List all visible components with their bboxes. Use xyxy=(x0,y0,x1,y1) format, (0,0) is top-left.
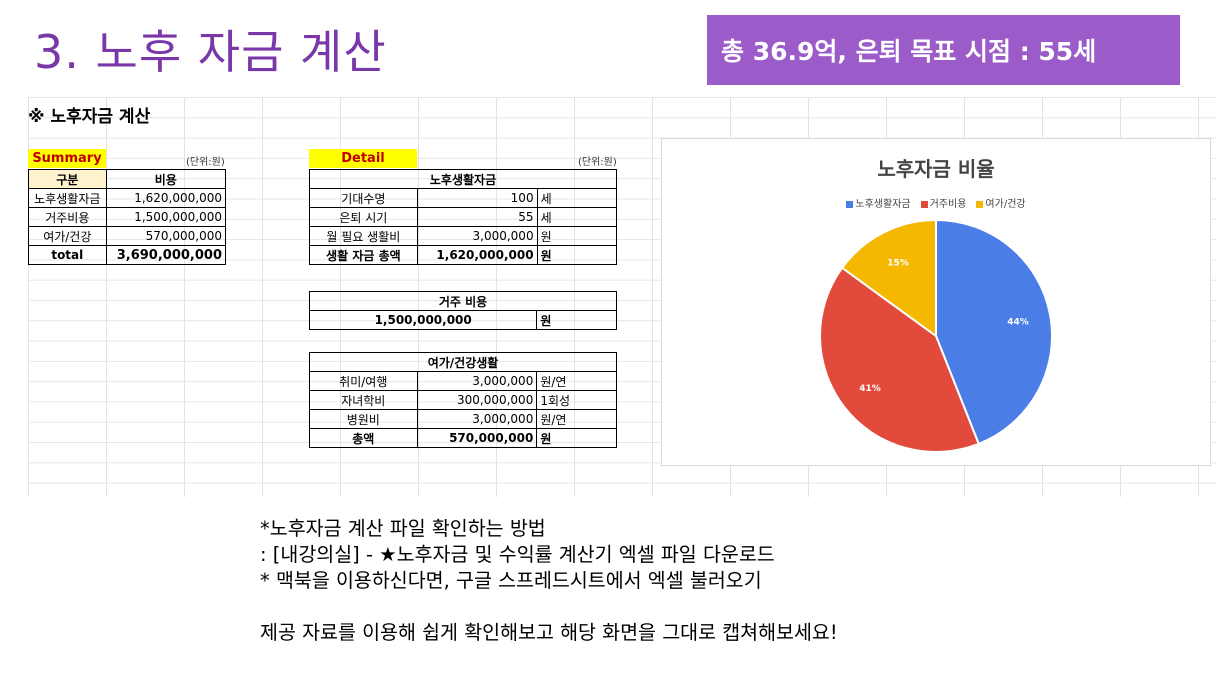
table-cell: 300,000,000 xyxy=(416,390,538,410)
chart-title: 노후자금 비율 xyxy=(877,157,995,181)
table-cell: 월 필요 생활비 xyxy=(309,226,418,246)
pie-data-label-0: 44% xyxy=(1007,317,1029,327)
summary-table: 구분 비용 노후생활자금 1,620,000,000 거주비용 1,500,00… xyxy=(28,169,227,265)
table-cell: 자녀학비 xyxy=(309,390,418,410)
table-row: 병원비 3,000,000 원/연 xyxy=(309,409,617,429)
summary-unit: (단위:원) xyxy=(186,157,225,168)
table-cell: 총액 xyxy=(309,428,418,448)
pie-slice-2[interactable] xyxy=(840,218,937,338)
table-row: 자녀학비 300,000,000 1회성 xyxy=(309,390,617,410)
table-cell: 원/연 xyxy=(536,371,617,391)
note-line: : [내강의실] - ★노후자금 및 수익률 계산기 엑셀 파일 다운로드 xyxy=(260,543,775,566)
legend-item: 거주비용 xyxy=(920,195,967,210)
table-cell: 1,500,000,000 xyxy=(308,310,538,330)
table-row: 총액 570,000,000 원 xyxy=(309,428,617,448)
table-row: 노후생활자금 1,620,000,000 xyxy=(28,188,227,208)
sheet-heading: ※ 노후자금 계산 xyxy=(28,107,151,127)
legend-swatch-0 xyxy=(846,200,854,208)
legend-swatch-2 xyxy=(976,200,984,208)
table-row: 여가/건강 570,000,000 xyxy=(28,226,227,246)
table-row: 취미/여행 3,000,000 원/연 xyxy=(309,371,617,391)
table-cell: 노후생활자금 xyxy=(28,188,107,208)
table-header-cell: 구분 xyxy=(28,169,107,189)
table-row: 노후생활자금 xyxy=(309,169,617,189)
table-cell: 1회성 xyxy=(536,390,617,410)
pie-slice-0[interactable] xyxy=(935,218,1053,446)
table-cell: 1,620,000,000 xyxy=(105,188,227,208)
slide-title: 3. 노후 자금 계산 xyxy=(34,25,387,79)
chart-legend: 노후생활자금 거주비용 여가/건강 xyxy=(662,195,1210,210)
legend-swatch-1 xyxy=(920,200,928,208)
table-row: 기대수명 100 세 xyxy=(309,188,618,208)
table-row: total 3,690,000,000 xyxy=(28,245,227,265)
legend-label: 거주비용 xyxy=(929,199,967,210)
instructions-text: *노후자금 계산 파일 확인하는 방법 : [내강의실] - ★노후자금 및 수… xyxy=(260,516,838,646)
table-title-cell: 노후생활자금 xyxy=(309,169,617,189)
table-cell: 3,000,000 xyxy=(416,226,538,246)
summary-banner: 총 36.9억, 은퇴 목표 시점 : 55세 xyxy=(707,15,1180,85)
table-cell: total xyxy=(28,245,107,265)
table-row: 구분 비용 xyxy=(28,169,227,189)
table-title-cell: 거주 비용 xyxy=(309,291,617,311)
table-row: 여가/건강생활 xyxy=(309,352,617,372)
pie-slice-1[interactable] xyxy=(819,266,981,453)
legend-item: 여가/건강 xyxy=(976,195,1026,210)
table-cell: 570,000,000 xyxy=(105,226,227,246)
table-cell: 세 xyxy=(536,188,618,208)
table-cell: 생활 자금 총액 xyxy=(309,245,418,265)
table-cell: 570,000,000 xyxy=(416,428,538,448)
legend-item: 노후생활자금 xyxy=(846,195,911,210)
table-cell: 3,000,000 xyxy=(416,371,538,391)
table-cell: 취미/여행 xyxy=(309,371,418,391)
summary-label: Summary xyxy=(28,149,106,168)
living-fund-table: 노후생활자금 기대수명 100 세 은퇴 시기 55 세 월 필요 생활비 3,… xyxy=(309,169,618,265)
pie-plot-area: 44% 41% 15% xyxy=(819,218,1053,453)
note-line xyxy=(260,594,838,620)
table-cell: 100 xyxy=(416,188,538,208)
housing-cost-table: 거주 비용 1,500,000,000 원 xyxy=(308,291,617,330)
note-line: *노후자금 계산 파일 확인하는 방법 xyxy=(260,517,546,540)
leisure-health-table: 여가/건강생활 취미/여행 3,000,000 원/연 자녀학비 300,000… xyxy=(309,352,617,448)
table-cell: 1,620,000,000 xyxy=(416,245,538,265)
table-cell: 1,500,000,000 xyxy=(105,207,227,227)
table-cell: 기대수명 xyxy=(309,188,418,208)
table-title-cell: 여가/건강생활 xyxy=(309,352,617,372)
table-cell: 원 xyxy=(536,428,617,448)
table-cell: 원 xyxy=(536,310,617,330)
note-line: 제공 자료를 이용해 쉽게 확인해보고 해당 화면을 그대로 캡쳐해보세요! xyxy=(260,621,838,644)
table-row: 생활 자금 총액 1,620,000,000 원 xyxy=(309,245,618,265)
table-cell: 3,690,000,000 xyxy=(105,245,227,265)
table-cell: 은퇴 시기 xyxy=(309,207,418,227)
table-row: 1,500,000,000 원 xyxy=(308,310,617,330)
table-cell: 원 xyxy=(536,226,618,246)
table-cell: 원/연 xyxy=(536,409,617,429)
table-row: 거주 비용 xyxy=(309,291,617,311)
table-cell: 세 xyxy=(536,207,618,227)
table-cell: 55 xyxy=(416,207,538,227)
pie-chart[interactable]: 노후자금 비율 노후생활자금 거주비용 여가/건강 44% 41% 15% xyxy=(661,138,1211,466)
detail-unit: (단위:원) xyxy=(578,157,617,168)
table-row: 거주비용 1,500,000,000 xyxy=(28,207,227,227)
table-header-cell: 비용 xyxy=(105,169,227,189)
detail-label: Detail xyxy=(309,149,417,168)
table-cell: 병원비 xyxy=(309,409,418,429)
pie-data-label-2: 15% xyxy=(887,259,909,269)
table-cell: 원 xyxy=(536,245,618,265)
table-cell: 거주비용 xyxy=(28,207,107,227)
pie-data-label-1: 41% xyxy=(859,384,881,394)
note-line: * 맥북을 이용하신다면, 구글 스프레드시트에서 엑셀 불러오기 xyxy=(260,569,762,592)
legend-label: 노후생활자금 xyxy=(855,199,911,210)
table-row: 월 필요 생활비 3,000,000 원 xyxy=(309,226,618,246)
table-row: 은퇴 시기 55 세 xyxy=(309,207,618,227)
table-cell: 여가/건강 xyxy=(28,226,107,246)
table-cell: 3,000,000 xyxy=(416,409,538,429)
legend-label: 여가/건강 xyxy=(985,199,1026,210)
